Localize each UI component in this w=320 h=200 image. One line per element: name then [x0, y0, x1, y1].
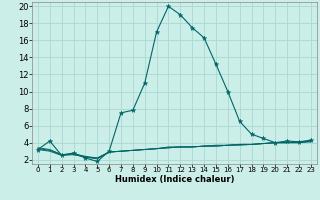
X-axis label: Humidex (Indice chaleur): Humidex (Indice chaleur): [115, 175, 234, 184]
